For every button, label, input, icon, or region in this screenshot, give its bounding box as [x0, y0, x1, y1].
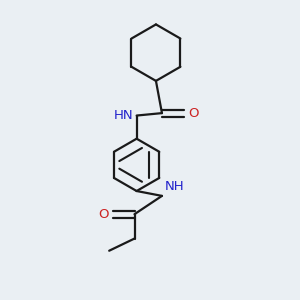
- Text: O: O: [188, 106, 198, 120]
- Text: O: O: [98, 208, 109, 221]
- Text: NH: NH: [165, 180, 184, 193]
- Text: HN: HN: [114, 109, 134, 122]
